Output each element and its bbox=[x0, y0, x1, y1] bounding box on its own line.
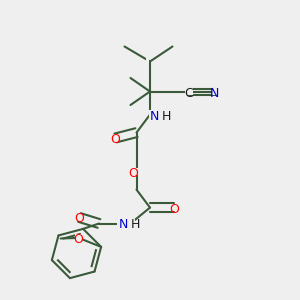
Text: O: O bbox=[129, 167, 138, 180]
FancyBboxPatch shape bbox=[185, 88, 193, 95]
FancyBboxPatch shape bbox=[148, 110, 166, 119]
Text: N: N bbox=[210, 86, 219, 100]
Text: O: O bbox=[75, 212, 84, 226]
Text: H: H bbox=[162, 110, 171, 123]
Text: O: O bbox=[111, 133, 120, 146]
FancyBboxPatch shape bbox=[112, 134, 119, 142]
Text: C: C bbox=[184, 86, 194, 100]
FancyBboxPatch shape bbox=[212, 88, 218, 95]
Text: N: N bbox=[150, 110, 159, 123]
FancyBboxPatch shape bbox=[75, 234, 82, 242]
FancyBboxPatch shape bbox=[76, 214, 83, 221]
Text: O: O bbox=[74, 233, 84, 246]
FancyBboxPatch shape bbox=[170, 204, 178, 211]
Text: O: O bbox=[169, 202, 179, 216]
FancyBboxPatch shape bbox=[146, 58, 148, 64]
FancyBboxPatch shape bbox=[117, 219, 135, 228]
Text: N: N bbox=[118, 218, 128, 232]
FancyBboxPatch shape bbox=[134, 168, 140, 175]
Text: H: H bbox=[130, 218, 140, 232]
